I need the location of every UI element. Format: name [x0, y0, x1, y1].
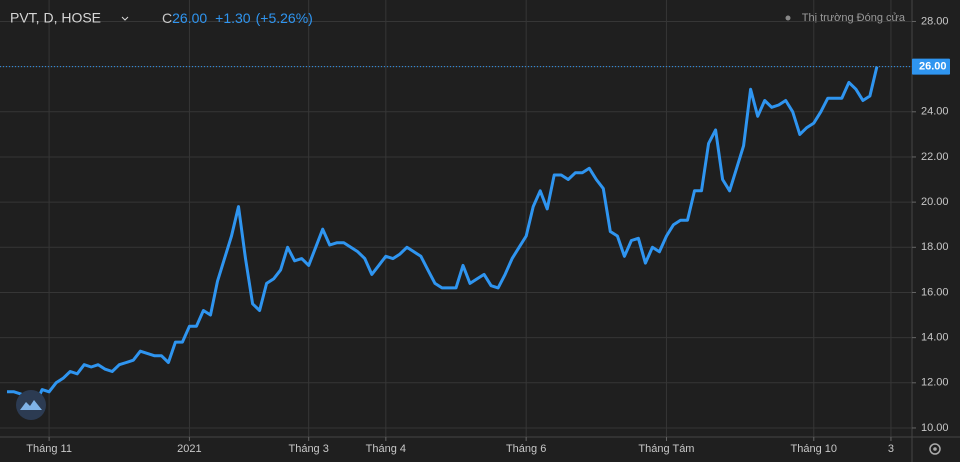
- y-tick-label: 10.00: [921, 422, 949, 434]
- last-price-badge: [912, 58, 950, 75]
- x-tick-label: Tháng 3: [288, 443, 328, 455]
- market-status: Thị trường Đóng cửa: [802, 12, 906, 24]
- y-tick-label: 22.00: [921, 151, 949, 163]
- settings-icon[interactable]: [929, 443, 941, 455]
- change: +1.30: [215, 10, 251, 26]
- symbol[interactable]: PVT, D, HOSE: [10, 10, 101, 26]
- logo[interactable]: [16, 390, 46, 420]
- last-price-label: 26.00: [919, 61, 947, 73]
- x-tick-label: Tháng 10: [791, 443, 837, 455]
- symbol-dropdown[interactable]: [121, 16, 129, 21]
- x-tick-label: Tháng 6: [506, 443, 546, 455]
- plot: [0, 66, 912, 407]
- y-tick-label: 24.00: [921, 106, 949, 118]
- y-tick-label: 28.00: [921, 15, 949, 27]
- price-line: [7, 66, 879, 407]
- x-tick-label: Tháng Tám: [638, 443, 694, 455]
- x-tick-label: 2021: [177, 443, 201, 455]
- x-tick-label: Tháng 4: [366, 443, 406, 455]
- x-tick-label: Tháng 11: [26, 443, 72, 455]
- change-pct: (+5.26%): [256, 10, 313, 26]
- close: 26.00: [172, 10, 207, 26]
- x-tick-label: 3: [888, 443, 894, 455]
- status-dot: [785, 15, 791, 21]
- y-tick-label: 16.00: [921, 286, 949, 298]
- y-tick-label: 12.00: [921, 377, 949, 389]
- close-prefix: C: [162, 10, 172, 26]
- ohlc: C26.00 +1.30 (+5.26%): [162, 10, 313, 26]
- y-tick-label: 14.00: [921, 332, 949, 344]
- y-tick-label: 18.00: [921, 241, 949, 253]
- grid: [0, 0, 912, 437]
- y-tick-label: 20.00: [921, 196, 949, 208]
